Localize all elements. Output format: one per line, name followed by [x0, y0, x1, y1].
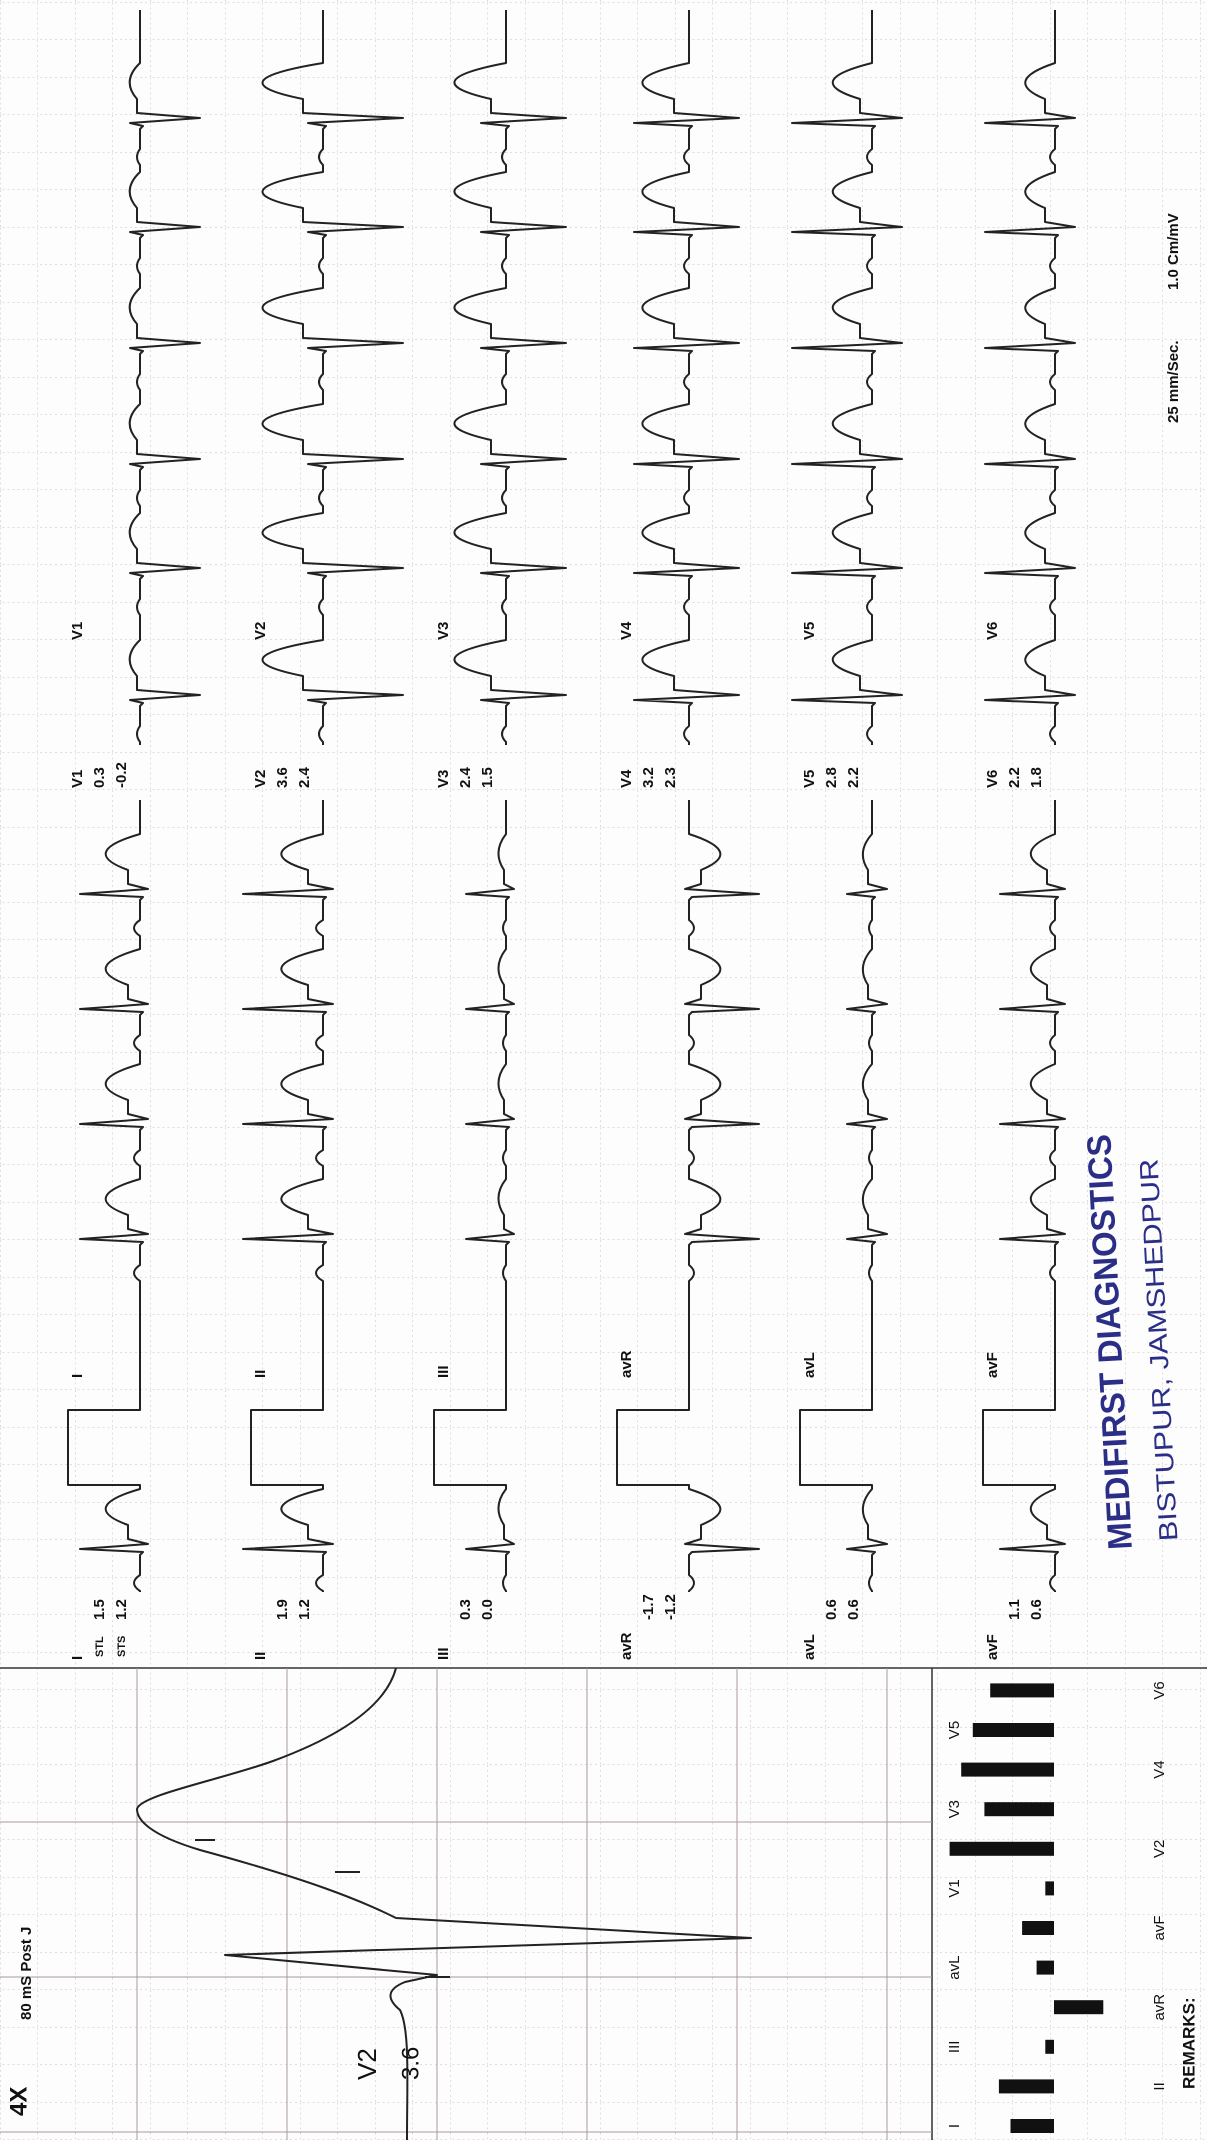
stl-value: 0.6	[823, 1599, 840, 1620]
stl-value: 3.2	[640, 767, 657, 788]
lead-trace	[633, 10, 740, 745]
bar-label: III	[946, 2041, 963, 2054]
lead-trace	[982, 800, 1066, 1592]
bar-label: II	[1151, 2082, 1168, 2090]
st-bar	[1036, 1960, 1054, 1975]
stl-value: 0.3	[457, 1599, 474, 1620]
lead-name: avF	[984, 1634, 1001, 1660]
gain: 1.0 Cm/mV	[1165, 213, 1182, 290]
bar-label: avF	[1151, 1915, 1168, 1940]
lead-trace	[433, 800, 515, 1592]
bar-label: V1	[946, 1879, 963, 1897]
sts-value: 0.6	[1028, 1599, 1045, 1620]
lead-name: I	[69, 1656, 86, 1660]
bar-label: V4	[1151, 1760, 1168, 1778]
stl-value: 2.4	[457, 766, 474, 788]
stl-value: 2.2	[1006, 767, 1023, 788]
lead-name: V4	[618, 769, 635, 788]
st-bar	[1045, 2039, 1055, 2054]
magnification: 4X	[5, 2087, 32, 2116]
bar-label: avR	[1151, 1994, 1168, 2021]
bar-label: V2	[1151, 1840, 1168, 1858]
zoom-markers	[195, 1839, 450, 1978]
st-bar	[990, 1683, 1055, 1698]
bar-label: V5	[946, 1721, 963, 1739]
lead-trace	[67, 800, 149, 1592]
stl-caption: STL	[94, 1636, 106, 1657]
lead-trace	[128, 10, 201, 745]
stl-value: 3.6	[274, 767, 291, 788]
sts-value: 1.2	[113, 1599, 130, 1620]
st-bar	[961, 1762, 1055, 1777]
trace-lead-name: V2	[252, 622, 269, 640]
stl-value: 2.8	[823, 767, 840, 788]
trace-lead-name: avF	[984, 1352, 1001, 1378]
st-bar	[984, 1802, 1055, 1817]
zoom-trace	[136, 1667, 752, 2140]
trace-lead-name: avL	[801, 1352, 818, 1378]
lead-name: V2	[252, 770, 269, 788]
sts-value: 1.5	[479, 767, 496, 788]
lead-trace	[791, 10, 903, 745]
sts-value: 1.2	[296, 1599, 313, 1620]
lead-name: V3	[435, 770, 452, 788]
trace-lead-name: V6	[984, 622, 1001, 640]
trace-lead-name: II	[252, 1370, 269, 1378]
stl-value: -1.7	[640, 1594, 657, 1620]
st-bar	[949, 1841, 1054, 1856]
st-bar	[998, 2079, 1055, 2094]
st-bar	[1045, 1881, 1055, 1896]
bar-label: I	[946, 2124, 963, 2128]
lead-name: III	[435, 1647, 452, 1660]
zoom-grid	[0, 1668, 932, 2140]
sts-value: -0.2	[113, 762, 130, 788]
sts-value: 2.4	[296, 766, 313, 788]
stl-value: 1.5	[91, 1599, 108, 1620]
lead-trace	[242, 800, 334, 1592]
sts-caption: STS	[116, 1636, 128, 1657]
lead-name: avL	[801, 1634, 818, 1660]
bar-label: avL	[946, 1956, 963, 1980]
st-bar	[1054, 2000, 1104, 2015]
trace-lead-name: I	[69, 1374, 86, 1378]
lead-name: II	[252, 1652, 269, 1660]
sts-value: 2.3	[662, 767, 679, 788]
lead-name: avR	[618, 1632, 635, 1660]
speed: 25 mm/Sec.	[1165, 340, 1182, 423]
lead-trace	[261, 10, 404, 745]
lead-trace	[984, 10, 1076, 745]
stl-value: 0.3	[91, 767, 108, 788]
stl-value: 1.9	[274, 1599, 291, 1620]
trace-lead-name: V3	[435, 622, 452, 640]
bar-label: V6	[1151, 1681, 1168, 1699]
sts-value: -1.2	[662, 1594, 679, 1620]
zoom-value: 3.6	[397, 2047, 424, 2080]
sts-value: 0.0	[479, 1599, 496, 1620]
st-bar	[1010, 2119, 1054, 2133]
trace-lead-name: III	[435, 1365, 452, 1378]
trace-lead-name: V4	[618, 621, 635, 640]
zoom-lead: V2	[352, 2048, 382, 2080]
sts-value: 1.8	[1028, 767, 1045, 788]
trace-lead-name: V1	[69, 622, 86, 640]
lead-name: V5	[801, 770, 818, 788]
lead-name: V1	[69, 770, 86, 788]
lead-name: V6	[984, 770, 1001, 788]
trace-lead-name: V5	[801, 622, 818, 640]
sts-value: 0.6	[845, 1599, 862, 1620]
stl-value: 1.1	[1006, 1599, 1023, 1620]
lead-trace	[453, 10, 567, 745]
trace-lead-name: avR	[618, 1350, 635, 1378]
lead-trace	[799, 800, 888, 1592]
bar-label: V3	[946, 1800, 963, 1818]
st-bar	[1022, 1921, 1054, 1935]
sts-value: 2.2	[845, 767, 862, 788]
remarks: REMARKS:	[1179, 1997, 1198, 2089]
st-bar	[972, 1723, 1054, 1737]
zoom-caption: 80 mS Post J	[18, 1927, 35, 2020]
lead-trace	[616, 800, 760, 1592]
